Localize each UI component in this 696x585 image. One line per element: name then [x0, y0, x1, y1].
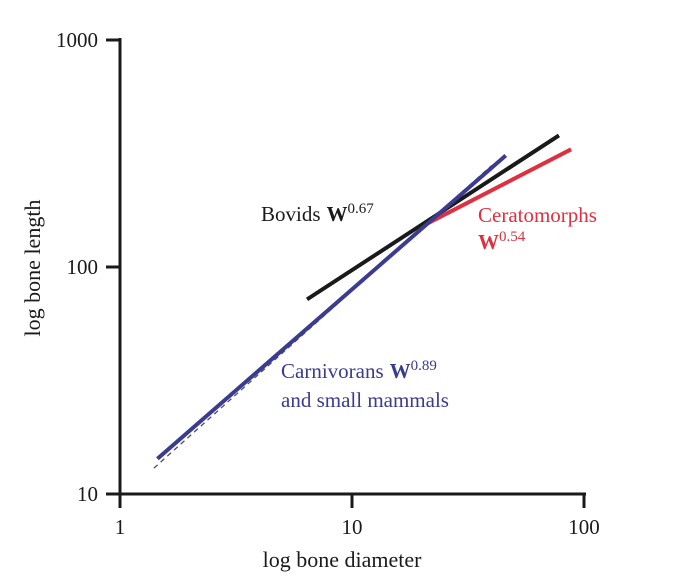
annotation-carnivorans-line-1: Carnivorans W0.89: [281, 358, 437, 383]
x-tick-label: 100: [568, 515, 600, 539]
series-line-ceratomorphs: [425, 147, 573, 226]
y-tick-label: 100: [67, 255, 99, 279]
y-tick-label: 1000: [56, 28, 98, 52]
y-axis-label: log bone length: [20, 200, 45, 337]
axes: 10 100 1000 1 10 100 log bone diameter log bone…: [20, 28, 600, 572]
annotation-bovids-line-1: Bovids W0.67: [261, 201, 374, 226]
series-layer: [153, 133, 573, 469]
annotation-ceratomorphs-line-2: W0.54: [478, 229, 526, 254]
x-tick-label: 1: [115, 515, 126, 539]
x-axis-label: log bone diameter: [263, 547, 423, 572]
annotation-ceratomorphs-line-1: Ceratomorphs: [478, 203, 597, 227]
annotation-carnivorans-line-2: and small mammals: [281, 388, 449, 412]
series-line-carnivorans: [156, 153, 508, 461]
y-tick-label: 10: [77, 482, 98, 506]
x-tick-label: 10: [342, 515, 363, 539]
